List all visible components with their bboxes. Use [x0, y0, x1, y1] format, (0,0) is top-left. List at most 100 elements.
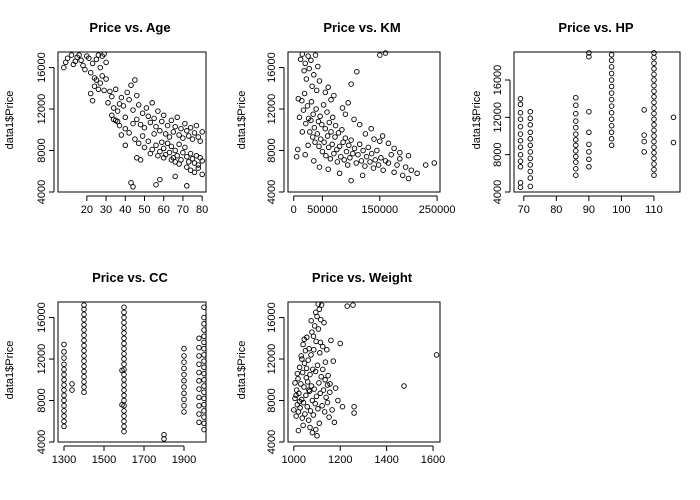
data-point [181, 371, 187, 378]
data-point [608, 96, 615, 103]
data-point [517, 184, 524, 191]
data-point [181, 345, 187, 352]
data-point [191, 169, 198, 176]
data-point [121, 397, 127, 404]
data-point [339, 105, 346, 111]
data-point [61, 64, 67, 71]
data-point [311, 72, 317, 78]
data-point [608, 109, 615, 116]
data-point [320, 366, 326, 373]
data-point [312, 52, 319, 58]
data-point [310, 333, 317, 339]
data-point [293, 153, 300, 160]
data-point [201, 383, 207, 389]
data-point [351, 145, 358, 152]
data-point [347, 155, 353, 161]
data-point [61, 341, 67, 348]
data-point [608, 83, 615, 90]
data-point [328, 129, 334, 135]
data-point [107, 88, 113, 95]
data-point [300, 341, 306, 348]
panel-price-vs-hp: Price vs. HP data1$Price 70 80 90 100 110 400… [471, 20, 681, 216]
data-point [161, 431, 167, 438]
data-point [586, 108, 592, 115]
data-point [166, 134, 173, 140]
data-point [405, 152, 412, 159]
data-point [196, 402, 202, 409]
data-point [307, 371, 313, 378]
data-point [103, 76, 109, 82]
data-point [573, 94, 579, 101]
data-point [109, 93, 115, 100]
data-point [316, 306, 323, 313]
y-tick-label: 16000 [492, 65, 504, 96]
data-point [325, 144, 332, 151]
plot-box [287, 301, 441, 443]
data-point [391, 169, 397, 176]
data-point [78, 57, 84, 64]
y-tick-label: 8000 [36, 388, 48, 412]
data-point [121, 377, 127, 383]
data-point [641, 138, 647, 145]
data-point [351, 403, 357, 410]
data-point [121, 335, 127, 342]
data-point [355, 151, 361, 158]
data-point [356, 121, 363, 128]
panel-price-vs-km: Price vs. KM data1$Price 0 50000 150000 250… [236, 20, 455, 216]
data-point [64, 55, 71, 61]
data-point [201, 377, 207, 383]
data-point [326, 119, 333, 126]
data-point [319, 121, 325, 128]
data-point [301, 336, 307, 343]
data-point [346, 142, 352, 149]
data-point [298, 353, 304, 359]
data-point [651, 99, 657, 106]
data-point [121, 423, 127, 430]
data-point [309, 397, 316, 404]
data-point [121, 356, 127, 362]
y-tick-label: 8000 [492, 142, 504, 166]
data-point [170, 129, 177, 135]
data-point [586, 149, 592, 155]
data-point [168, 117, 175, 124]
data-point [166, 149, 173, 156]
data-point [379, 133, 386, 139]
data-point [314, 362, 321, 369]
panel-price-vs-age: Price vs. Age data1$Price 20 30 40 50 60 70 80… [4, 20, 208, 216]
data-point [114, 108, 121, 114]
data-point [201, 304, 207, 310]
data-point [172, 147, 178, 154]
data-point [162, 131, 169, 137]
data-point [101, 51, 107, 57]
data-point [317, 390, 324, 397]
data-point [301, 67, 307, 74]
data-point [89, 97, 96, 104]
data-point [302, 151, 308, 158]
data-point [573, 102, 579, 108]
data-point [309, 429, 316, 436]
data-point [651, 77, 657, 83]
data-point [130, 107, 136, 113]
data-point [118, 94, 125, 101]
panel-title: Price vs. KM [323, 20, 400, 35]
data-point [372, 157, 378, 163]
data-point [81, 327, 87, 333]
data-point [332, 385, 339, 391]
data-point [295, 146, 301, 153]
data-point [182, 144, 188, 151]
data-point [134, 92, 140, 99]
data-point [331, 150, 337, 157]
data-point [155, 152, 161, 159]
data-point [184, 164, 190, 170]
data-point [322, 377, 328, 383]
data-point [573, 110, 579, 117]
data-point [299, 356, 305, 362]
data-point [201, 327, 207, 333]
data-point [291, 407, 297, 413]
data-point [201, 333, 207, 339]
data-point [180, 149, 186, 156]
data-point [61, 397, 67, 404]
data-point [303, 365, 310, 372]
data-point [651, 71, 657, 78]
data-point [61, 382, 67, 388]
